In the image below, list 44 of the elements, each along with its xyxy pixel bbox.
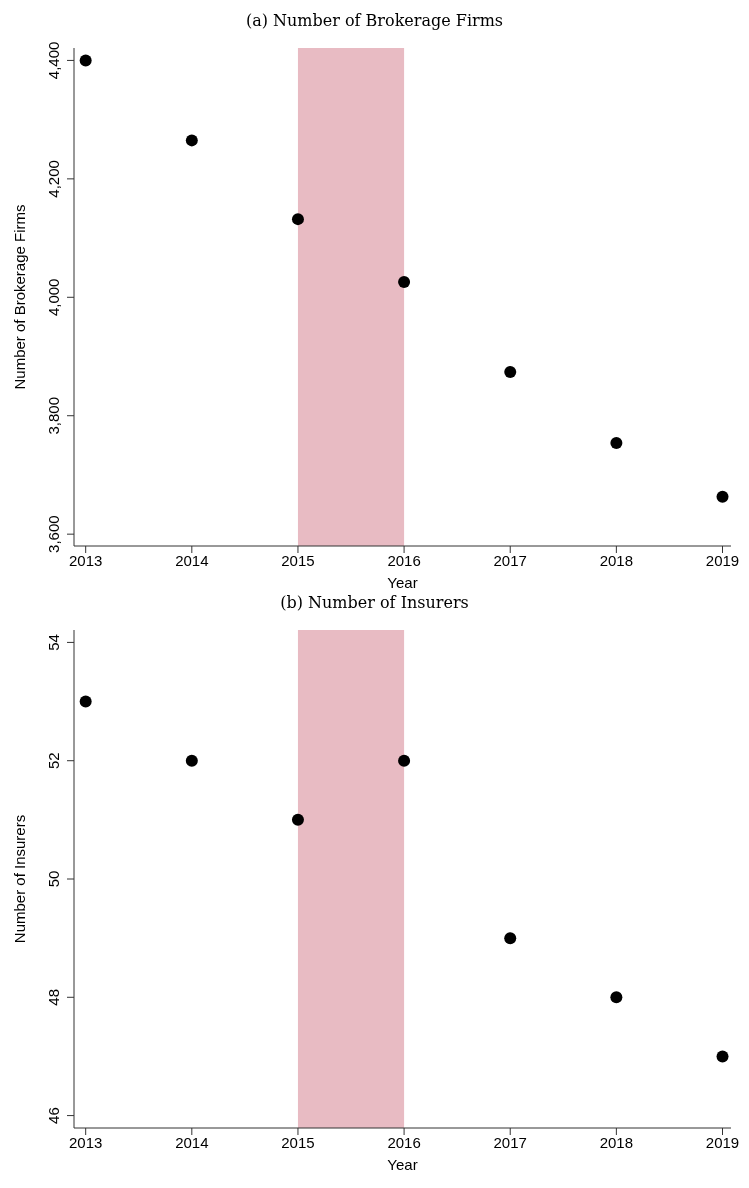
point bbox=[716, 1050, 729, 1063]
x-tick-label: 2016 bbox=[387, 1133, 421, 1151]
point bbox=[610, 991, 623, 1004]
y-axis-title: Number of Insurers bbox=[11, 814, 29, 944]
y-tick-label: 4,400 bbox=[45, 41, 62, 80]
y-tick-label: 4,200 bbox=[45, 160, 62, 198]
point bbox=[504, 932, 517, 945]
point bbox=[716, 490, 729, 503]
point bbox=[610, 436, 623, 449]
y-tick-label: 52 bbox=[45, 752, 62, 770]
point bbox=[398, 275, 411, 288]
x-tick-label: 2013 bbox=[68, 1133, 103, 1151]
x-tick-label: 2018 bbox=[599, 551, 634, 569]
y-tick-label: 48 bbox=[45, 988, 62, 1006]
x-tick-label: 2014 bbox=[175, 1133, 209, 1151]
y-tick-label: 4,000 bbox=[45, 278, 62, 317]
point bbox=[79, 54, 92, 67]
point bbox=[291, 213, 304, 226]
x-tick-label: 2017 bbox=[493, 1133, 527, 1151]
point bbox=[185, 754, 198, 767]
point bbox=[79, 695, 92, 708]
x-axis-title: Year bbox=[387, 574, 418, 591]
x-tick-label: 2015 bbox=[281, 1133, 315, 1151]
x-tick-label: 2018 bbox=[599, 1133, 634, 1151]
x-tick-label: 2019 bbox=[705, 1133, 740, 1151]
chart-title: (a) Number of Brokerage Firms bbox=[244, 10, 505, 32]
y-axis-title: Number of Brokerage Firms bbox=[11, 204, 29, 390]
point bbox=[504, 365, 517, 378]
point bbox=[185, 134, 198, 147]
chart-title: (b) Number of Insurers bbox=[279, 592, 470, 614]
y-tick-label: 54 bbox=[45, 634, 62, 651]
x-tick-label: 2014 bbox=[175, 551, 209, 569]
y-tick-label: 50 bbox=[45, 870, 62, 888]
x-tick-label: 2017 bbox=[493, 551, 527, 569]
x-tick-label: 2015 bbox=[281, 551, 315, 569]
point bbox=[398, 754, 411, 767]
x-tick-label: 2019 bbox=[705, 551, 740, 569]
x-tick-label: 2013 bbox=[68, 551, 103, 569]
x-axis-title: Year bbox=[387, 1156, 418, 1173]
x-tick-label: 2016 bbox=[387, 551, 421, 569]
y-tick-label: 3,800 bbox=[45, 396, 62, 435]
point bbox=[291, 813, 304, 826]
y-tick-label: 3,600 bbox=[45, 515, 62, 553]
y-tick-label: 46 bbox=[45, 1107, 62, 1124]
